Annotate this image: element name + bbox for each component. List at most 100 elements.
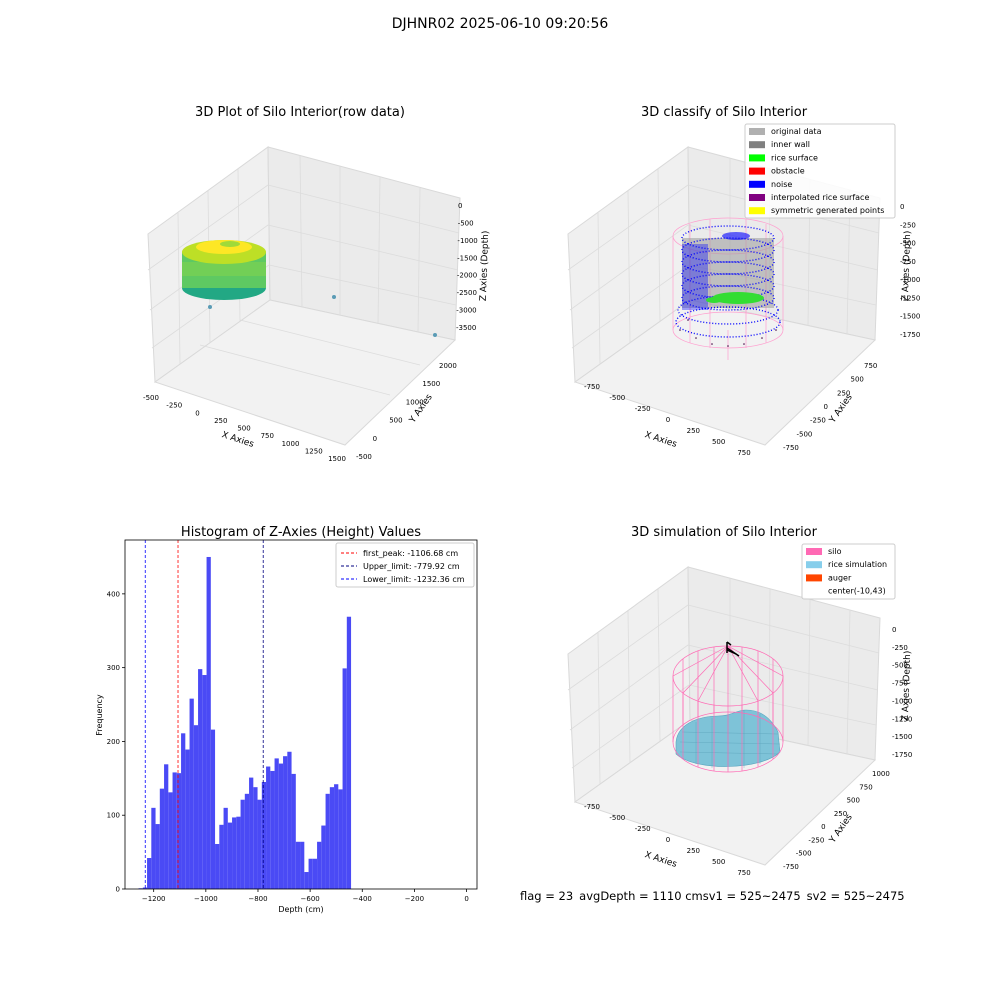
histogram-bar	[202, 675, 207, 889]
histogram-x-tick-label: 0	[464, 895, 468, 903]
histogram-bar	[236, 816, 241, 889]
simulation-x-tick-label: 750	[737, 869, 750, 877]
histogram-bar	[176, 773, 182, 889]
simulation-legend-label: silo	[828, 547, 842, 556]
simulation-y-tick-label: 750	[859, 783, 872, 791]
histogram-bar	[159, 788, 165, 889]
histogram-bar	[172, 772, 177, 889]
classify-z-tick-label: -500	[900, 240, 916, 248]
histogram-title: Histogram of Z-Axies (Height) Values	[181, 525, 421, 540]
histogram-y-tick-label: 100	[107, 812, 120, 820]
simulation-x-tick-label: 0	[666, 836, 670, 844]
simulation-legend-swatch	[806, 561, 822, 569]
classify-legend-label: interpolated rice surface	[771, 193, 869, 202]
simulation-legend-swatch	[806, 574, 822, 582]
raw-x-tick-label: 0	[195, 409, 199, 417]
histogram-legend: first_peak: -1106.68 cm Upper_limit: -779…	[335, 542, 475, 588]
simulation-y-tick-label: 500	[847, 797, 860, 805]
raw-z-tick-label: -2500	[457, 289, 477, 297]
histogram-bar	[244, 793, 250, 889]
raw-z-tick-label: 0	[458, 202, 462, 210]
classify-x-tick-label: -250	[635, 405, 651, 413]
histogram-x-ticks: −1200 −1000 −800 −600 −400 −200 0	[142, 889, 469, 903]
raw-z-ticks: 0 -500 -1000 -1500 -2000 -2500 -3000 -3500	[456, 202, 478, 332]
raw-x-tick-label: 1500	[328, 455, 346, 463]
histogram-y-tick-label: 400	[107, 590, 120, 598]
simulation-z-tick-label: -250	[892, 644, 908, 652]
classify-legend-label: inner wall	[771, 140, 810, 149]
histogram-bar	[295, 841, 301, 889]
histogram-legend-entries: first_peak: -1106.68 cm Upper_limit: -779…	[341, 549, 465, 584]
classify-legend-swatch	[749, 180, 765, 188]
histogram-x-axis-label: Depth (cm)	[278, 905, 323, 914]
histogram-bar	[308, 858, 313, 889]
raw-z-tick-label: -3500	[456, 324, 476, 332]
histogram-bar	[210, 729, 216, 889]
raw-point-cloud	[182, 240, 437, 337]
raw-x-tick-label: 500	[237, 425, 250, 433]
raw-z-axis-label: Z Axies (Depth)	[479, 231, 491, 302]
classify-x-tick-label: 0	[666, 416, 670, 424]
histogram-x-tick-label: −1200	[142, 895, 166, 903]
raw-panel-title: 3D Plot of Silo Interior(row data)	[195, 105, 405, 120]
histogram-panel: Histogram of Z-Axies (Height) Values −12…	[95, 525, 478, 914]
raw-y-tick-label: 1000	[406, 398, 424, 406]
raw-x-tick-label: 750	[261, 432, 274, 440]
classify-legend-label: original data	[771, 127, 822, 136]
histogram-bar	[287, 751, 292, 889]
simulation-legend-swatch	[806, 587, 822, 595]
histogram-bar	[325, 793, 330, 889]
histogram-bar	[317, 841, 322, 889]
histogram-x-tick-label: −800	[248, 895, 267, 903]
raw-z-tick-label: -1500	[457, 254, 477, 262]
simulation-z-tick-label: -1500	[892, 733, 912, 741]
classify-x-tick-label: 500	[712, 438, 725, 446]
histogram-legend-label: Lower_limit: -1232.36 cm	[363, 575, 465, 584]
simulation-x-tick-label: 500	[712, 858, 725, 866]
simulation-panel: 3D simulation of Silo Interior	[567, 525, 913, 877]
simulation-z-tick-label: -1250	[892, 715, 912, 723]
classify-y-tick-label: -500	[797, 430, 813, 438]
classify-legend-swatch	[749, 154, 765, 162]
histogram-bar	[321, 825, 326, 889]
histogram-bar	[249, 777, 254, 889]
classify-legend-swatch	[749, 167, 765, 175]
simulation-y-tick-label: -250	[808, 836, 824, 844]
raw-y-ticks: -500 0 500 1000 1500 2000	[356, 362, 457, 461]
raw-x-axis-label: X Axies	[220, 430, 255, 450]
histogram-bar	[338, 789, 343, 889]
simulation-z-tick-label: 0	[892, 626, 896, 634]
raw-x-ticks: -500 -250 0 250 500 750 1000 1250 1500	[143, 394, 346, 463]
raw-x-tick-label: 250	[214, 417, 227, 425]
histogram-bar	[304, 872, 309, 889]
histogram-bar	[168, 792, 173, 889]
simulation-y-tick-label: 1000	[872, 770, 890, 778]
classify-z-tick-label: -1750	[900, 331, 920, 339]
histogram-bar	[346, 616, 352, 889]
histogram-bar	[232, 817, 237, 889]
classify-x-tick-label: 750	[737, 449, 750, 457]
simulation-auger	[726, 641, 740, 657]
histogram-bar	[227, 822, 233, 889]
histogram-x-tick-label: −200	[405, 895, 424, 903]
histogram-bar	[257, 799, 262, 889]
histogram-bar	[283, 756, 288, 889]
classify-z-tick-label: -1500	[900, 313, 920, 321]
simulation-x-tick-label: -250	[635, 825, 651, 833]
classify-legend-swatch	[749, 194, 765, 201]
simulation-legend: silo rice simulation auger center(-10,43)	[801, 543, 896, 600]
simulation-legend-label: rice simulation	[828, 560, 887, 569]
raw-z-tick-label: -1000	[457, 237, 477, 245]
simulation-legend-label: center(-10,43)	[828, 587, 886, 596]
classify-legend-label: symmetric generated points	[771, 206, 884, 215]
histogram-bar	[274, 758, 279, 889]
classify-panel: 3D classify of Silo Interior	[567, 105, 920, 457]
classify-z-axis-label: Z Axies (Depth)	[901, 231, 913, 302]
simulation-y-tick-label: 250	[834, 810, 847, 818]
classify-point-cloud	[675, 225, 781, 347]
classify-y-tick-label: 250	[837, 389, 850, 397]
histogram-bar	[155, 824, 160, 889]
raw-y-tick-label: -500	[356, 453, 372, 461]
raw-y-tick-label: 2000	[439, 362, 457, 370]
